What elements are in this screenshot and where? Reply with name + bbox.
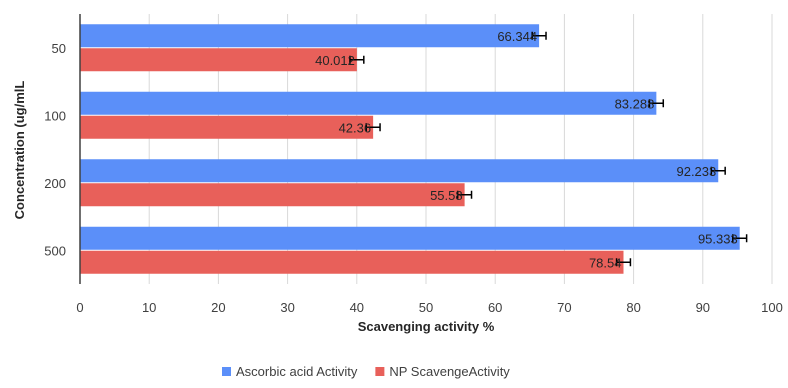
y-tick-label: 100 — [44, 108, 66, 123]
bar — [80, 91, 657, 115]
x-tick-label: 20 — [211, 300, 225, 315]
x-tick-label: 30 — [280, 300, 294, 315]
bar — [80, 48, 357, 72]
y-tick-label: 50 — [52, 41, 66, 56]
bars — [80, 24, 740, 274]
bar — [80, 24, 540, 48]
legend: Ascorbic acid Activity NP ScavengeActivit… — [222, 364, 510, 379]
legend-label: NP ScavengeActivity — [389, 364, 510, 379]
y-tick-label: 500 — [44, 243, 66, 258]
x-tick-labels: 0 10 20 30 40 50 60 70 80 90 100 — [76, 300, 782, 315]
data-label: 92.233 — [676, 164, 716, 179]
data-label: 55.58 — [430, 188, 463, 203]
data-label: 40.012 — [315, 53, 355, 68]
data-labels: 66.344 40.012 83.288 42.36 92.233 55.58 95.333… — [315, 29, 738, 271]
bar — [80, 226, 740, 250]
bar — [80, 250, 624, 274]
x-tick-label: 60 — [488, 300, 502, 315]
legend-swatch — [222, 367, 231, 376]
error-bars — [349, 31, 748, 267]
y-tick-labels: 50 100 200 500 — [44, 41, 66, 259]
bar — [80, 183, 465, 207]
data-label: 66.344 — [497, 29, 537, 44]
x-tick-label: 70 — [557, 300, 571, 315]
x-tick-label: 100 — [761, 300, 783, 315]
legend-label: Ascorbic acid Activity — [236, 364, 358, 379]
bar — [80, 115, 374, 139]
x-tick-label: 80 — [626, 300, 640, 315]
legend-swatch — [375, 367, 385, 376]
bar — [80, 159, 719, 183]
x-tick-label: 90 — [696, 300, 710, 315]
x-tick-label: 0 — [76, 300, 83, 315]
x-tick-label: 40 — [350, 300, 364, 315]
y-tick-label: 200 — [44, 176, 66, 191]
data-label: 78.54 — [589, 255, 622, 270]
data-label: 95.333 — [698, 231, 738, 246]
y-axis-title: Concentration (ug/mlL — [12, 81, 27, 220]
x-tick-label: 50 — [419, 300, 433, 315]
x-tick-label: 10 — [142, 300, 156, 315]
data-label: 42.36 — [339, 120, 372, 135]
x-axis-title: Scavenging activity % — [358, 319, 495, 334]
data-label: 83.288 — [615, 96, 655, 111]
